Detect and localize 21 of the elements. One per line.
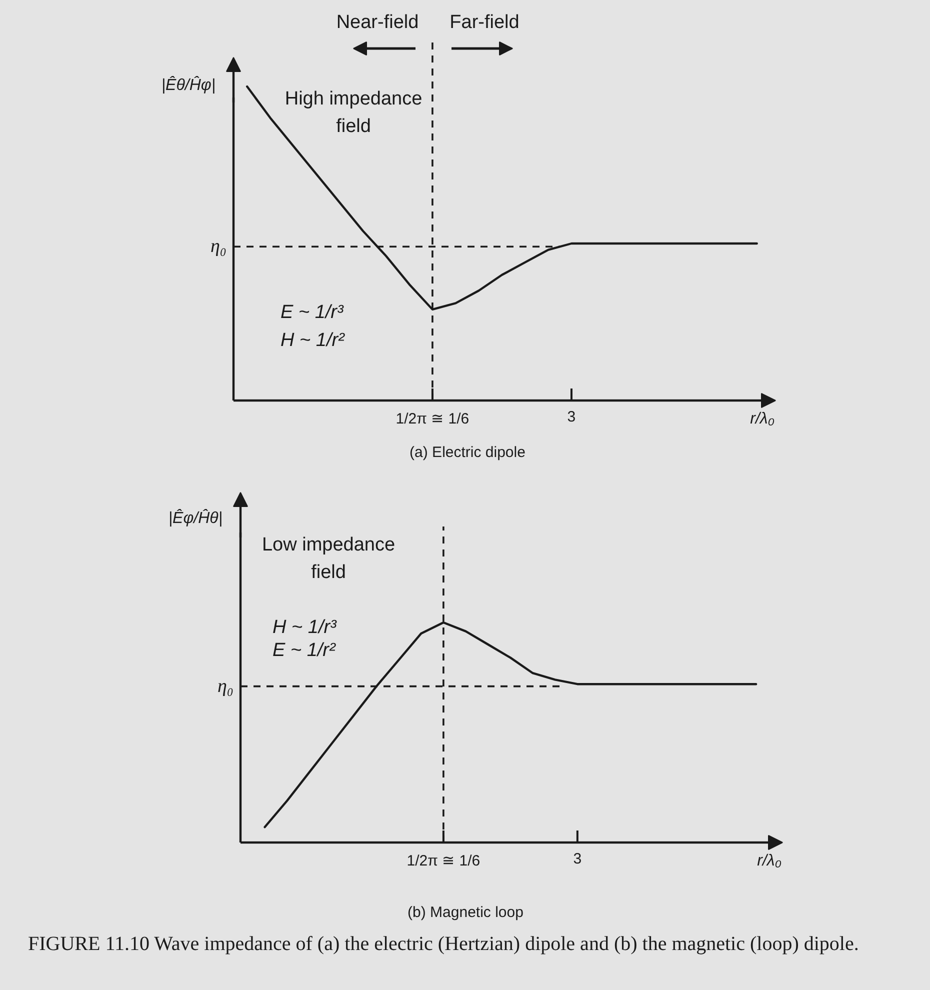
x-axis-title: r/λ₀ [750, 410, 775, 428]
text: (b) Magnetic loop [408, 904, 524, 921]
y-axis-title: |Êθ/Ĥφ| [161, 76, 216, 94]
text: Far-field [450, 12, 520, 33]
caption: FIGURE 11.10 Wave impedance of (a) the electric (Hertzian) dipole and (b) the magnetic (loop) dipole. [28, 932, 859, 957]
annotation: H ~ 1/r² [280, 330, 346, 351]
x-tick-label: 3 [573, 850, 582, 868]
ref-line-label: η₀ [210, 236, 226, 258]
ref-line-label: η₀ [217, 676, 234, 697]
annotation: E ~ 1/r³ [280, 302, 344, 323]
annotation: High impedance field [284, 88, 422, 137]
text: Low impedance field [262, 534, 396, 583]
x-tick-label: 3 [567, 408, 576, 426]
x-tick-label: 1/2π ≅ 1/6 [396, 410, 470, 428]
text: (a) Electric dipole [410, 444, 526, 461]
annotation: E ~ 1/r² [272, 640, 336, 661]
x-tick-label: 1/2π ≅ 1/6 [406, 852, 480, 870]
annotation: H ~ 1/r³ [272, 617, 338, 638]
text: Near-field [336, 12, 419, 33]
y-axis-title: |Êφ/Ĥθ| [168, 509, 223, 527]
x-axis-title: r/λ₀ [757, 852, 782, 870]
